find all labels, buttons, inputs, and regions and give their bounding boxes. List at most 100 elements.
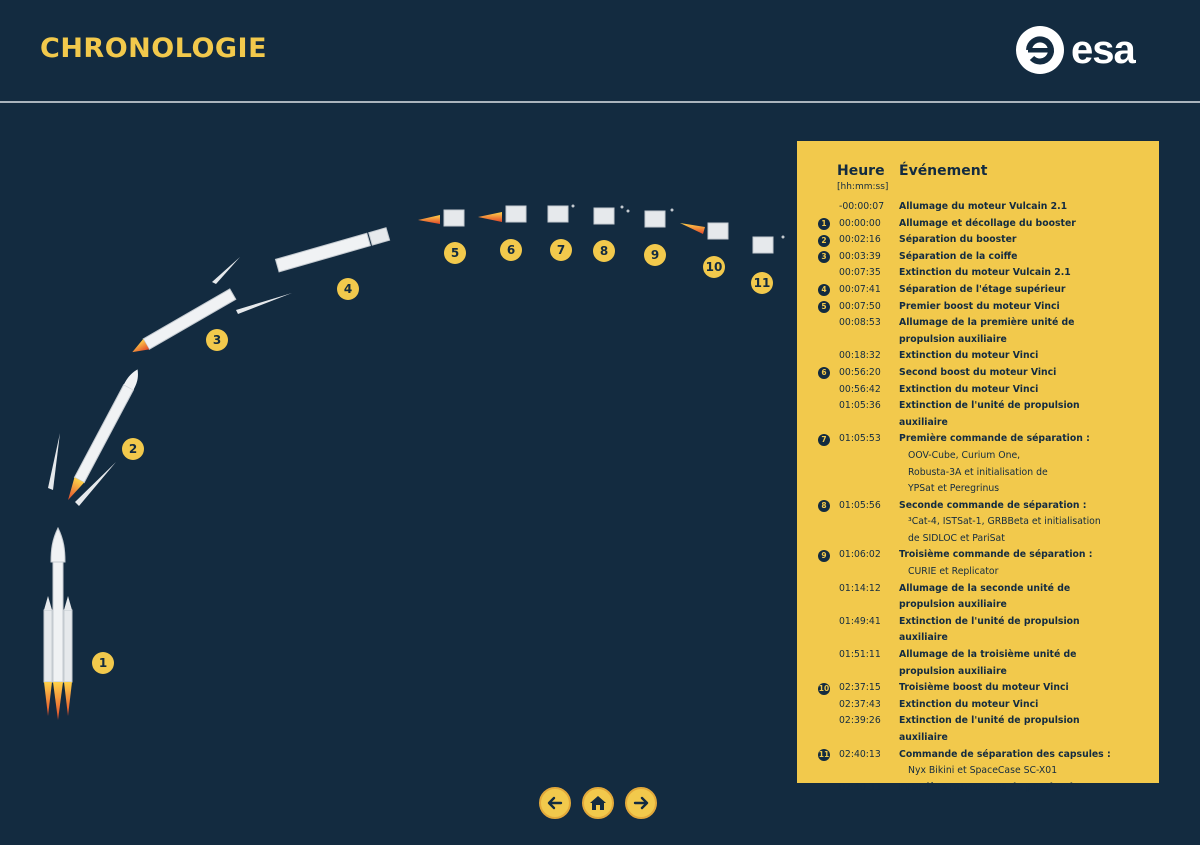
event-row: 5 00:07:50 Premier boost du moteur Vinci — [797, 299, 1159, 316]
event-description: Commande de séparation des capsules : — [899, 748, 1111, 760]
event-time: 01:49:41 — [839, 615, 881, 627]
event-description: Séparation de l'étage supérieur — [899, 283, 1066, 295]
event-description: Séparation du booster — [899, 234, 1017, 246]
event-description: Allumage du moteur Vulcain 2.1 — [899, 201, 1068, 212]
capsule-10 — [680, 222, 729, 240]
capsule-11 — [752, 235, 785, 254]
event-description: Extinction du moteur Vinci — [899, 698, 1039, 710]
marker-3: 3 — [206, 329, 228, 351]
event-description: Extinction du moteur Vulcain 2.1 — [899, 267, 1071, 279]
home-icon — [590, 796, 606, 810]
event-description: Première manœuvre de passivation — [899, 781, 1086, 793]
event-row: 01:51:11 Allumage de la troisième unité d… — [797, 647, 1159, 680]
event-row: -00:00:07 Allumage du moteur Vulcain 2.1 — [797, 199, 1159, 216]
event-row: 2 00:02:16 Séparation du booster — [797, 232, 1159, 249]
event-row: 1 00:00:00 Allumage et décollage du booste… — [797, 216, 1159, 233]
column-header-event: Événement — [899, 163, 988, 179]
marker-2: 2 — [122, 438, 144, 460]
page-title: CHRONOLOGIE — [40, 33, 268, 64]
event-marker: 9 — [818, 549, 830, 562]
event-row: 3 00:03:39 Séparation de la coiffe — [797, 249, 1159, 266]
event-time: 01:14:12 — [839, 582, 881, 594]
event-time: 01:51:11 — [839, 649, 881, 661]
rocket-liftoff — [43, 526, 73, 720]
marker-8: 8 — [593, 240, 615, 262]
arrow-right-icon — [633, 796, 649, 810]
event-marker: 7 — [818, 433, 830, 446]
event-marker: 6 — [818, 367, 830, 380]
booster-left — [48, 433, 60, 490]
capsule-6 — [478, 205, 527, 223]
event-time: 02:37:43 — [839, 698, 881, 710]
event-row: 01:14:12 Allumage de la seconde unité de … — [797, 581, 1159, 614]
event-description: Allumage et décollage du booster — [899, 217, 1076, 229]
event-time: -00:00:07 — [839, 201, 885, 212]
esa-logo-text: esa — [1071, 28, 1136, 72]
event-row: 00:56:42 Extinction du moteur Vinci — [797, 382, 1159, 399]
event-row: 8 01:05:56 Seconde commande de séparation … — [797, 498, 1159, 548]
event-row: 10 02:37:15 Troisième boost du moteur Vinc… — [797, 680, 1159, 697]
event-description: Séparation de la coiffe — [899, 250, 1018, 262]
event-description: Extinction du moteur Vinci — [899, 383, 1039, 395]
marker-11: 11 — [751, 272, 773, 294]
event-time: 02:40:33 — [839, 781, 881, 793]
event-row: 00:08:53 Allumage de la première unité de… — [797, 315, 1159, 348]
event-time: 02:37:15 — [839, 682, 881, 694]
marker-7: 7 — [550, 239, 572, 261]
event-time: 00:07:35 — [839, 267, 881, 279]
next-button[interactable] — [625, 787, 657, 819]
event-time: 02:40:13 — [839, 748, 881, 760]
event-description: Première commande de séparation : — [899, 433, 1090, 445]
event-list: -00:00:07 Allumage du moteur Vulcain 2.1 1… — [797, 199, 1159, 796]
event-description: Allumage de la troisième unité de propul… — [899, 649, 1077, 677]
marker-1: 1 — [92, 652, 114, 674]
event-time: 00:08:53 — [839, 317, 881, 329]
trajectory-illustration: 1 2 3 4 5 6 7 8 9 10 11 — [0, 110, 790, 740]
event-marker: 2 — [818, 234, 830, 247]
event-description: Extinction de l'unité de propulsion auxi… — [899, 615, 1080, 644]
event-row: 01:05:36 Extinction de l'unité de propuls… — [797, 398, 1159, 431]
event-row: 00:07:35 Extinction du moteur Vulcain 2.1 — [797, 265, 1159, 282]
event-marker: 3 — [818, 251, 830, 264]
fairing-bottom — [236, 293, 292, 314]
event-description: Allumage de la seconde unité de propulsi… — [899, 582, 1071, 611]
event-row: 6 00:56:20 Second boost du moteur Vinci — [797, 365, 1159, 382]
event-row: 7 01:05:53 Première commande de séparation… — [797, 431, 1159, 497]
event-time: 00:56:42 — [839, 383, 881, 395]
event-detail: Nyx Bikini et SpaceCase SC-X01 — [908, 765, 1058, 777]
marker-5: 5 — [444, 242, 466, 264]
event-row: 01:49:41 Extinction de l'unité de propuls… — [797, 614, 1159, 647]
event-time: 00:18:32 — [839, 350, 881, 362]
event-marker: 5 — [818, 301, 830, 314]
home-button[interactable] — [582, 787, 614, 819]
event-row: 02:40:33 Première manœuvre de passivation — [797, 780, 1159, 797]
event-time: 01:05:36 — [839, 400, 881, 412]
event-description: Premier boost du moteur Vinci — [899, 300, 1060, 312]
rocket-fairing-separation — [132, 288, 237, 353]
capsule-9 — [644, 208, 674, 228]
event-time: 00:00:00 — [839, 217, 881, 229]
event-description: Allumage de la première unité de propuls… — [899, 317, 1075, 345]
booster-right — [75, 462, 116, 506]
event-time: 00:56:20 — [839, 366, 881, 378]
prev-button[interactable] — [539, 787, 571, 819]
event-marker: 4 — [818, 284, 830, 297]
marker-10: 10 — [703, 256, 725, 278]
marker-9: 9 — [644, 244, 666, 266]
event-row: 11 02:40:13 Commande de séparation des cap… — [797, 747, 1159, 780]
event-description: Extinction du moteur Vinci — [899, 350, 1039, 362]
event-time: 02:39:26 — [839, 715, 881, 727]
timeline-panel: Heure [hh:mm:ss] Événement -00:00:07 Allu… — [797, 141, 1159, 793]
event-marker: 10 — [818, 682, 830, 695]
event-time: 01:05:56 — [839, 499, 881, 511]
event-description: Extinction de l'unité de propulsion auxi… — [899, 715, 1080, 743]
event-description: Extinction de l'unité de propulsion auxi… — [899, 400, 1080, 428]
capsule-5 — [418, 209, 465, 227]
marker-6: 6 — [500, 239, 522, 261]
event-time: 00:07:41 — [839, 283, 881, 295]
header-divider — [0, 101, 1200, 103]
event-description: Seconde commande de séparation : — [899, 499, 1087, 511]
event-row: 00:18:32 Extinction du moteur Vinci — [797, 348, 1159, 365]
event-time: 01:05:53 — [839, 433, 881, 445]
event-detail: CURIE et Replicator — [908, 566, 999, 578]
